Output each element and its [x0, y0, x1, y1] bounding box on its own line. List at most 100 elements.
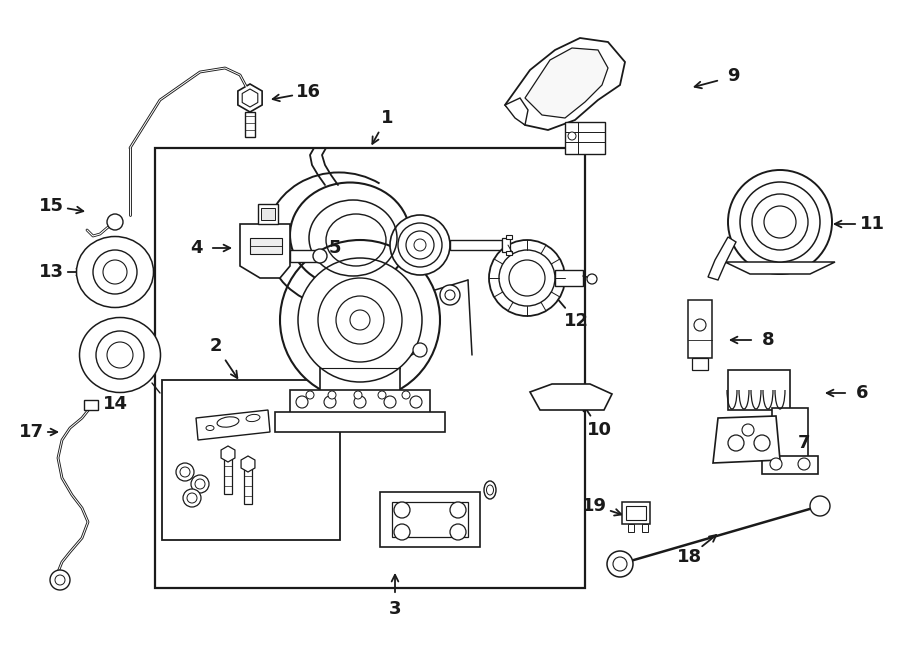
Ellipse shape [246, 414, 260, 422]
Polygon shape [196, 410, 270, 440]
Circle shape [350, 310, 370, 330]
Ellipse shape [79, 317, 160, 393]
Polygon shape [505, 98, 528, 125]
Ellipse shape [484, 481, 496, 499]
Text: 19: 19 [582, 496, 608, 514]
Ellipse shape [83, 243, 148, 301]
Ellipse shape [84, 322, 156, 388]
Text: 14: 14 [103, 395, 128, 413]
Bar [506, 251, 512, 255]
Bar [84, 400, 98, 410]
Circle shape [752, 194, 808, 250]
Bar [565, 122, 605, 154]
Ellipse shape [81, 319, 159, 391]
Bar [275, 412, 445, 432]
Text: 10: 10 [588, 420, 612, 439]
Circle shape [509, 260, 545, 296]
Circle shape [384, 396, 396, 408]
Circle shape [694, 319, 706, 331]
Circle shape [324, 396, 336, 408]
Text: 13: 13 [39, 263, 64, 281]
Circle shape [499, 250, 555, 306]
Bar [622, 502, 650, 524]
Text: 3: 3 [389, 600, 401, 618]
Circle shape [93, 250, 137, 294]
Polygon shape [708, 237, 736, 280]
Text: 15: 15 [39, 196, 64, 215]
Circle shape [402, 391, 410, 399]
Ellipse shape [81, 241, 149, 303]
Text: 8: 8 [761, 331, 774, 349]
Circle shape [450, 524, 466, 540]
Ellipse shape [86, 323, 155, 387]
Ellipse shape [487, 485, 493, 495]
Circle shape [587, 274, 597, 284]
Ellipse shape [78, 238, 152, 306]
Text: 7: 7 [797, 434, 810, 451]
Circle shape [450, 502, 466, 518]
Circle shape [354, 391, 362, 399]
Bar [250, 238, 282, 254]
Circle shape [191, 475, 209, 493]
Bar [320, 352, 400, 394]
Bar [626, 506, 646, 520]
Polygon shape [505, 38, 625, 130]
Text: 12: 12 [563, 312, 589, 330]
Text: 4: 4 [190, 239, 203, 257]
Circle shape [764, 206, 796, 238]
Circle shape [740, 182, 820, 262]
Circle shape [414, 239, 426, 251]
Circle shape [390, 215, 450, 275]
Bar [502, 238, 510, 252]
Circle shape [754, 435, 770, 451]
Bar [258, 204, 278, 224]
Circle shape [413, 343, 427, 357]
Circle shape [176, 463, 194, 481]
Circle shape [195, 479, 205, 489]
Circle shape [107, 342, 133, 368]
Circle shape [568, 132, 576, 140]
Circle shape [607, 551, 633, 577]
Text: 17: 17 [19, 423, 43, 441]
Circle shape [406, 231, 434, 259]
Circle shape [50, 570, 70, 590]
Circle shape [613, 557, 627, 571]
Bar [224, 454, 232, 494]
Circle shape [489, 240, 565, 316]
Polygon shape [713, 416, 780, 463]
Polygon shape [725, 262, 835, 274]
Bar [450, 240, 502, 250]
Circle shape [280, 240, 440, 400]
Circle shape [445, 290, 455, 300]
Circle shape [180, 467, 190, 477]
Circle shape [742, 424, 754, 436]
Text: 16: 16 [296, 83, 321, 101]
Bar [772, 408, 808, 460]
Polygon shape [525, 48, 608, 118]
Text: 6: 6 [856, 384, 868, 402]
Bar [290, 250, 318, 262]
Circle shape [107, 214, 123, 230]
Circle shape [96, 331, 144, 379]
Circle shape [728, 170, 832, 274]
Bar [380, 492, 480, 547]
Circle shape [394, 502, 410, 518]
Circle shape [296, 396, 308, 408]
Circle shape [440, 285, 460, 305]
Bar [155, 148, 585, 588]
Circle shape [103, 260, 127, 284]
Ellipse shape [217, 417, 239, 427]
Polygon shape [240, 224, 290, 278]
Circle shape [398, 223, 442, 267]
Polygon shape [242, 89, 257, 107]
Bar [392, 502, 468, 537]
Bar [628, 524, 634, 532]
Circle shape [328, 391, 336, 399]
Ellipse shape [79, 239, 150, 305]
Circle shape [394, 524, 410, 540]
Circle shape [810, 496, 830, 516]
Polygon shape [238, 84, 262, 112]
Ellipse shape [76, 237, 154, 307]
Bar [642, 524, 648, 532]
Circle shape [187, 493, 197, 503]
